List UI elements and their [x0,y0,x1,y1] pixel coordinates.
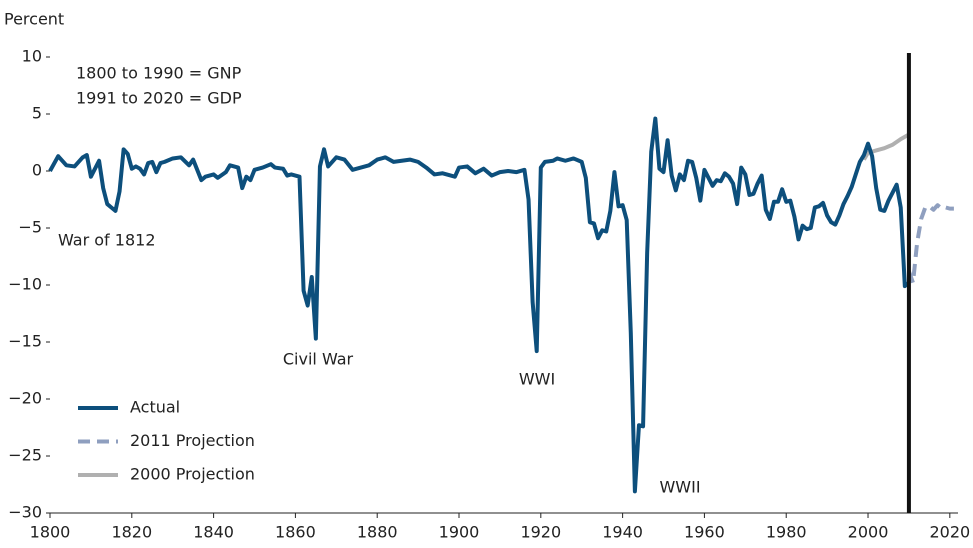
y-tick-label: −15 [8,332,42,351]
annotation: War of 1812 [58,231,156,250]
x-tick-label: 2000 [848,523,889,542]
annotation: Civil War [283,350,354,369]
annotation: WWI [519,370,555,389]
x-tick-label: 1960 [684,523,725,542]
x-tick-label: 1900 [439,523,480,542]
x-tick-label: 1820 [111,523,152,542]
x-tick-label: 2020 [929,523,970,542]
y-tick-label: −10 [8,275,42,294]
annotation: 1991 to 2020 = GDP [76,89,242,108]
y-tick-label: 0 [32,161,42,180]
y-tick-label: −30 [8,503,42,522]
y-tick-label: −25 [8,446,42,465]
legend-label: Actual [130,398,180,417]
legend-label: 2000 Projection [130,465,255,484]
y-axis-label: Percent [4,10,64,29]
x-tick-label: 1920 [520,523,561,542]
series-line [48,116,911,494]
annotation: WWII [659,478,700,497]
legend-label: 2011 Projection [130,431,255,450]
x-tick-label: 1840 [193,523,234,542]
series-line [862,132,910,161]
x-tick-label: 1940 [602,523,643,542]
y-tick-label: −5 [18,218,42,237]
y-tick-label: 5 [32,104,42,123]
y-tick-label: −20 [8,389,42,408]
annotation: 1800 to 1990 = GNP [76,64,242,83]
x-tick-label: 1800 [30,523,71,542]
x-tick-label: 1980 [766,523,807,542]
y-tick-label: 10 [22,47,42,66]
x-tick-label: 1860 [275,523,316,542]
x-tick-label: 1880 [357,523,398,542]
series-line [907,203,954,285]
